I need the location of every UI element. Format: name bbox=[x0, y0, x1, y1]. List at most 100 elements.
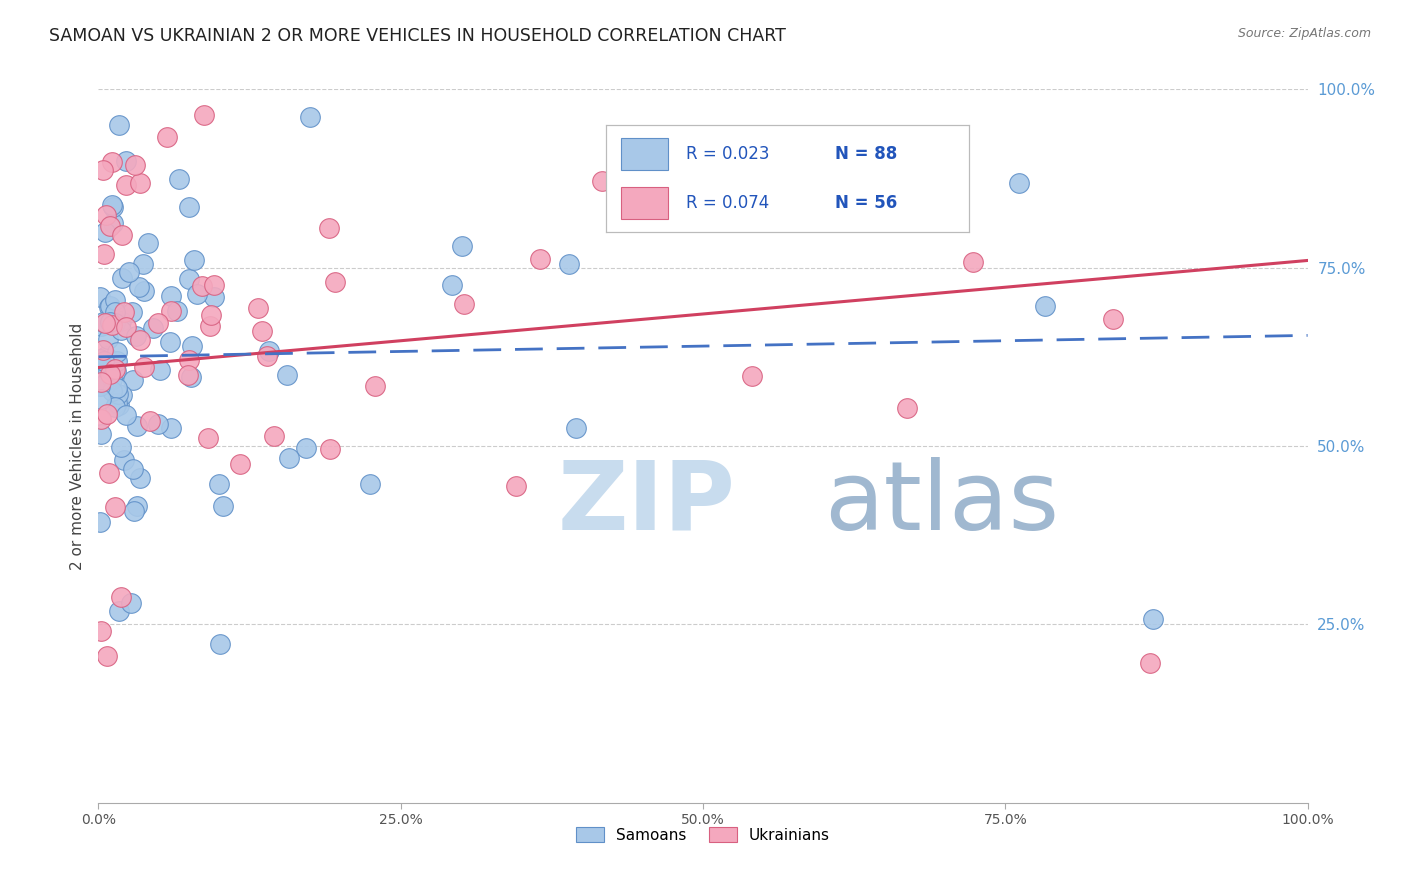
Point bbox=[100, 384, 122, 398]
Point bbox=[257, 343, 280, 358]
Point bbox=[440, 277, 463, 292]
Point bbox=[211, 500, 233, 514]
Point bbox=[101, 200, 124, 214]
Point bbox=[591, 174, 613, 188]
Point bbox=[136, 235, 159, 250]
Point bbox=[89, 290, 111, 304]
Point bbox=[104, 361, 127, 376]
Point bbox=[247, 301, 270, 315]
Point bbox=[169, 172, 191, 186]
Point bbox=[104, 500, 127, 514]
Point bbox=[318, 221, 340, 235]
Point bbox=[202, 278, 225, 293]
Point bbox=[112, 305, 135, 319]
Point bbox=[107, 396, 129, 410]
Point bbox=[156, 129, 179, 144]
Point bbox=[127, 500, 149, 514]
Point bbox=[139, 414, 162, 428]
Point bbox=[111, 228, 134, 243]
Point bbox=[94, 208, 117, 222]
Point bbox=[89, 352, 111, 367]
Point bbox=[111, 387, 134, 401]
Text: SAMOAN VS UKRAINIAN 2 OR MORE VEHICLES IN HOUSEHOLD CORRELATION CHART: SAMOAN VS UKRAINIAN 2 OR MORE VEHICLES I… bbox=[49, 27, 786, 45]
Point bbox=[298, 110, 321, 124]
Point bbox=[114, 178, 136, 192]
Point bbox=[97, 466, 120, 480]
Text: Source: ZipAtlas.com: Source: ZipAtlas.com bbox=[1237, 27, 1371, 40]
Point bbox=[176, 368, 198, 383]
Point bbox=[1139, 656, 1161, 670]
Point bbox=[104, 316, 127, 330]
Point bbox=[263, 429, 285, 443]
Point bbox=[134, 360, 156, 375]
Point bbox=[100, 155, 122, 169]
Point bbox=[181, 339, 204, 353]
Point bbox=[115, 320, 138, 334]
Point bbox=[134, 284, 156, 298]
Point bbox=[104, 305, 127, 319]
Point bbox=[160, 420, 183, 434]
Point bbox=[108, 604, 131, 618]
Point bbox=[104, 400, 127, 414]
Point bbox=[90, 624, 112, 639]
Point bbox=[96, 407, 118, 421]
Point bbox=[129, 470, 152, 484]
Point bbox=[191, 279, 214, 293]
Point bbox=[105, 381, 128, 395]
Point bbox=[131, 256, 153, 270]
Point bbox=[364, 379, 387, 393]
Point bbox=[200, 318, 222, 333]
Point bbox=[89, 378, 111, 392]
Point bbox=[325, 275, 347, 289]
Point bbox=[121, 305, 143, 319]
Point bbox=[197, 431, 219, 445]
Point bbox=[110, 590, 132, 604]
Point bbox=[148, 363, 170, 377]
Point bbox=[118, 264, 141, 278]
Point bbox=[177, 353, 200, 368]
Point bbox=[90, 392, 112, 406]
Point bbox=[114, 408, 136, 422]
Point bbox=[453, 297, 475, 311]
Point bbox=[142, 321, 165, 335]
Point bbox=[111, 270, 134, 285]
Point bbox=[94, 225, 117, 239]
Point bbox=[103, 293, 125, 307]
Point bbox=[276, 368, 298, 383]
Point bbox=[97, 364, 120, 378]
Point bbox=[277, 451, 299, 466]
Point bbox=[124, 504, 146, 518]
Point bbox=[252, 325, 274, 339]
Point bbox=[565, 420, 588, 434]
Point bbox=[110, 440, 132, 454]
Point bbox=[146, 316, 169, 330]
Y-axis label: 2 or more Vehicles in Household: 2 or more Vehicles in Household bbox=[69, 322, 84, 570]
Point bbox=[98, 299, 121, 313]
Point bbox=[91, 343, 114, 357]
Point bbox=[100, 318, 122, 333]
Point bbox=[90, 412, 112, 426]
Point bbox=[1008, 176, 1031, 190]
Point bbox=[101, 372, 124, 386]
Point bbox=[209, 637, 232, 651]
Point bbox=[202, 290, 225, 304]
Point bbox=[125, 329, 148, 343]
Point bbox=[110, 323, 132, 337]
Point bbox=[558, 257, 581, 271]
Point bbox=[96, 648, 118, 663]
Point bbox=[124, 158, 146, 172]
Point bbox=[90, 319, 112, 334]
Point bbox=[295, 441, 318, 455]
Point bbox=[962, 255, 984, 269]
Point bbox=[98, 219, 121, 234]
Point bbox=[121, 373, 143, 387]
Point bbox=[1102, 312, 1125, 326]
Point bbox=[505, 478, 527, 492]
Point bbox=[90, 426, 112, 441]
Point bbox=[125, 419, 148, 434]
Point bbox=[166, 304, 188, 318]
Text: ZIP: ZIP bbox=[558, 457, 735, 549]
Point bbox=[93, 354, 115, 368]
Point bbox=[129, 176, 152, 190]
Point bbox=[96, 376, 118, 391]
